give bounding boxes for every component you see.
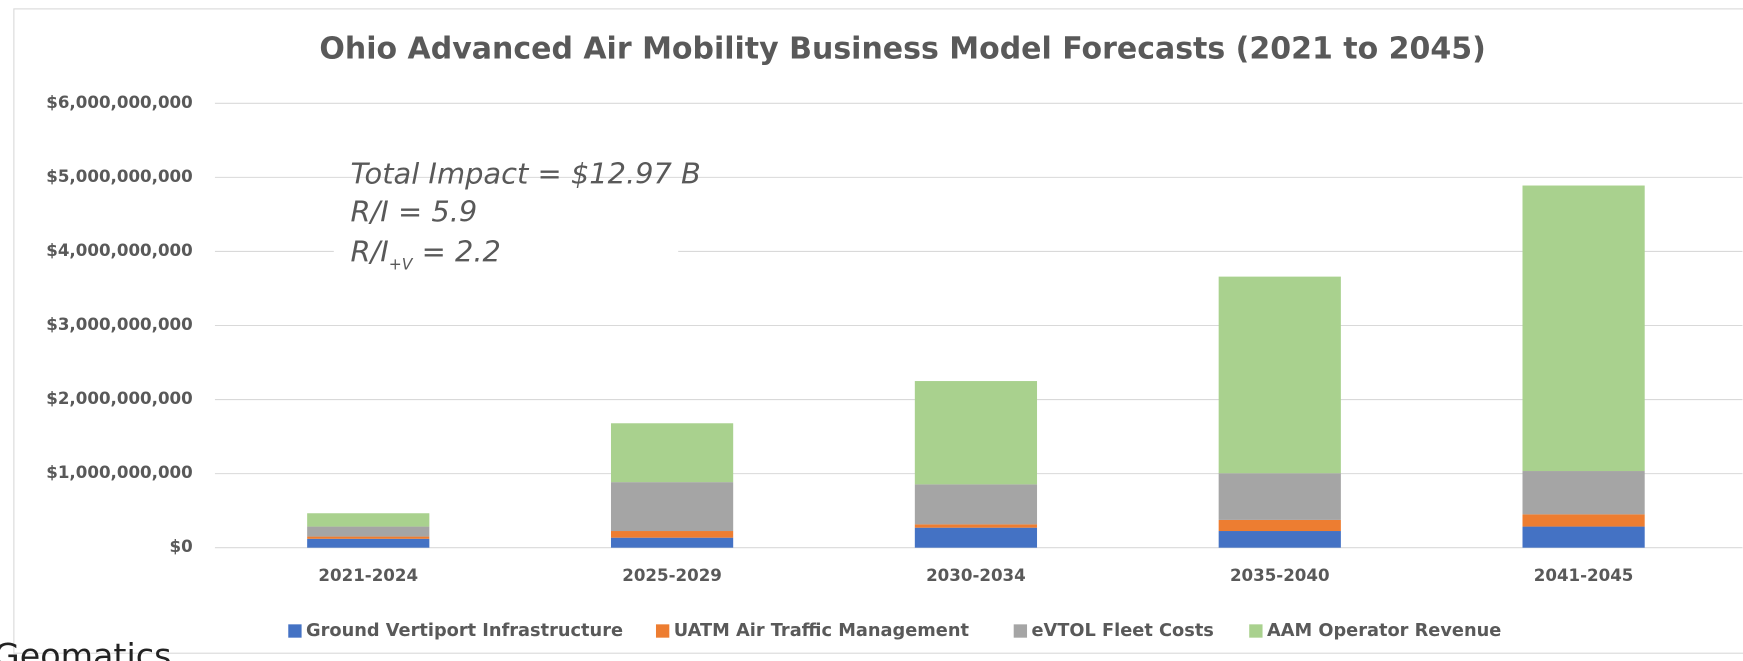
bar-segment [307,538,430,548]
legend-swatch [1249,624,1263,638]
annotation: R/I = 5.9 [350,194,477,228]
legend-label: UATM Air Traffic Management [674,621,970,641]
x-tick-label: 2025-2029 [622,566,722,585]
bar-segment [1218,531,1341,548]
bar-segment [1522,526,1645,548]
x-tick-label: 2041-2045 [1534,566,1634,585]
bar-segment [1218,276,1341,474]
bar-segment [1522,471,1645,515]
legend: Ground Vertiport Infrastructure UATM Air … [288,621,1501,641]
bar-segment [1218,519,1341,532]
legend-label: eVTOL Fleet Costs [1031,621,1213,641]
legend-swatch [288,624,302,638]
annotation: Total Impact = $12.97 B [350,157,700,191]
legend-label: Ground Vertiport Infrastructure [306,621,623,641]
y-tick-label: $1,000,000,000 [46,463,192,482]
y-tick-label: $4,000,000,000 [46,241,192,260]
x-tick-label: 2035-2040 [1230,566,1330,585]
bar-segment [914,527,1038,548]
y-tick-label: $0 [170,537,193,556]
bar-segment [307,536,430,539]
y-tick-label: $5,000,000,000 [46,167,192,186]
annotation-subscript: +V [389,255,414,273]
footer-text: Geomatics [0,636,171,661]
chart-title: Ohio Advanced Air Mobility Business Mode… [319,31,1485,66]
y-tick-label: $6,000,000,000 [46,93,192,112]
bar-segment [914,381,1038,485]
bar-segment [610,482,734,532]
bar-segment [1522,185,1645,472]
annotation: R/I+V = 2.2 [350,234,500,273]
bars: 2021-2024 2025-2029 2030-2034 2035-2040 2041… [307,185,1645,585]
y-tick-label: $3,000,000,000 [46,315,192,334]
legend-swatch [1013,624,1028,638]
x-tick-label: 2021-2024 [318,566,418,585]
bar-segment [1218,473,1341,520]
legend-label: AAM Operator Revenue [1267,621,1501,641]
bar-segment [307,526,430,537]
legend-swatch [655,624,670,638]
bar-segment [610,531,734,538]
annotation-part: = 2.2 [412,234,500,268]
bar-segment [914,484,1038,525]
x-tick-label: 2030-2034 [926,566,1026,585]
chart-frame [13,8,1743,654]
bar-segment [914,524,1038,528]
y-tick-label: $2,000,000,000 [46,389,192,408]
annotation-part: R/I [350,234,388,268]
bar-segment [1522,514,1645,527]
annotation-box [333,186,679,267]
bar-segment [610,423,734,483]
bar-segment [307,513,430,527]
bar-segment [610,537,734,548]
